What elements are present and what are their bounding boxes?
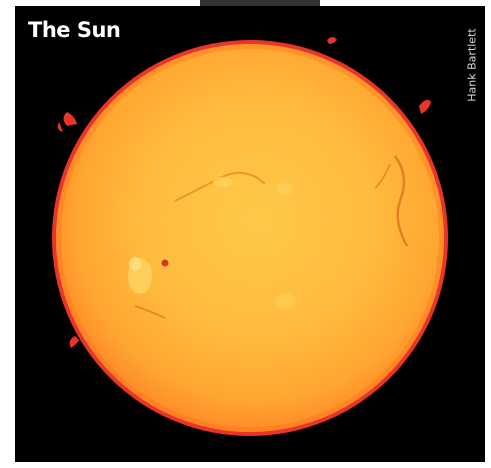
sun-illustration: [52, 37, 448, 436]
photo-credit: Hank Bartlett: [465, 20, 479, 110]
active-region-center-2: [277, 183, 293, 195]
photo-frame: The Sun Hank Bartlett: [15, 6, 485, 462]
prominence-left-lower: [69, 336, 79, 348]
filament-right: [393, 155, 409, 247]
sunspot-red: [161, 259, 169, 267]
filament-right-2: [374, 163, 391, 189]
filament-lower-left: [134, 305, 166, 319]
photo-credit-text: Hank Bartlett: [465, 28, 479, 102]
active-region-left-2: [129, 257, 141, 271]
sun-granulation: [56, 44, 444, 432]
active-region-center: [213, 177, 233, 187]
prominence-top: [327, 37, 337, 44]
prominence-left-upper-2: [57, 122, 63, 132]
cropped-heading-remnant: [200, 0, 320, 6]
top-strip: [0, 0, 491, 6]
prominence-right: [419, 99, 431, 114]
image-title: The Sun: [28, 18, 121, 42]
prominence-left-upper: [63, 112, 77, 126]
active-region-lower: [275, 293, 295, 309]
